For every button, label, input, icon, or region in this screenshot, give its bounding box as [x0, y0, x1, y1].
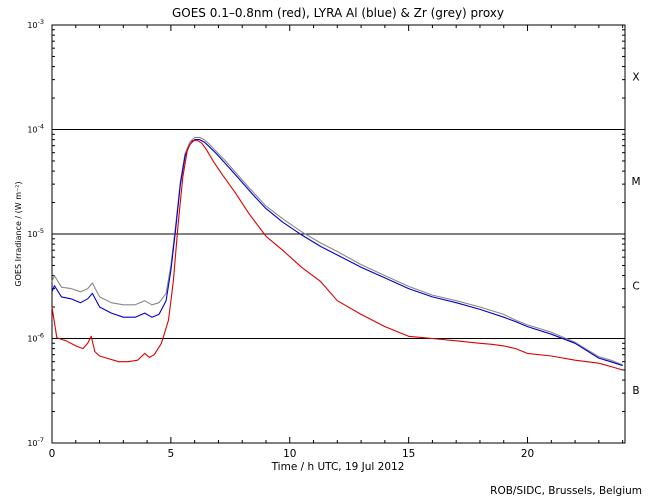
flare-class-b: B [632, 385, 639, 397]
credit-text: ROB/SIDC, Brussels, Belgium [490, 485, 642, 497]
x-tick-label: 5 [168, 448, 175, 460]
x-axis-label: Time / h UTC, 19 Jul 2012 [271, 461, 405, 473]
flare-class-x: X [632, 72, 639, 84]
x-tick-label: 20 [521, 448, 534, 460]
series-line-2 [51, 136, 623, 366]
flare-class-lines [52, 129, 625, 339]
flare-class-m: M [631, 176, 640, 188]
y-tick-label: 10-4 [27, 123, 44, 135]
y-axis-label: GOES Irradiance / (W m⁻²) [14, 181, 23, 286]
x-tick-label: 10 [283, 448, 296, 460]
y-axis-ticks: 10-7 10-6 10-5 10-4 10-3 [27, 18, 625, 448]
series-line-0 [51, 139, 623, 371]
y-tick-label: 10-3 [27, 18, 44, 30]
flare-class-c: C [632, 281, 639, 293]
y-tick-label: 10-7 [27, 436, 44, 448]
flare-class-labels: X M C B [631, 72, 640, 397]
x-tick-label: 15 [402, 448, 415, 460]
y-tick-label: 10-6 [27, 332, 44, 344]
chart-title: GOES 0.1–0.8nm (red), LYRA Al (blue) & Z… [172, 6, 504, 20]
series-line-1 [51, 139, 623, 367]
y-tick-label: 10-5 [27, 227, 44, 239]
series-group [51, 136, 623, 371]
x-tick-label: 0 [49, 448, 56, 460]
x-axis-ticks: 0 5 10 15 20 [49, 25, 624, 460]
